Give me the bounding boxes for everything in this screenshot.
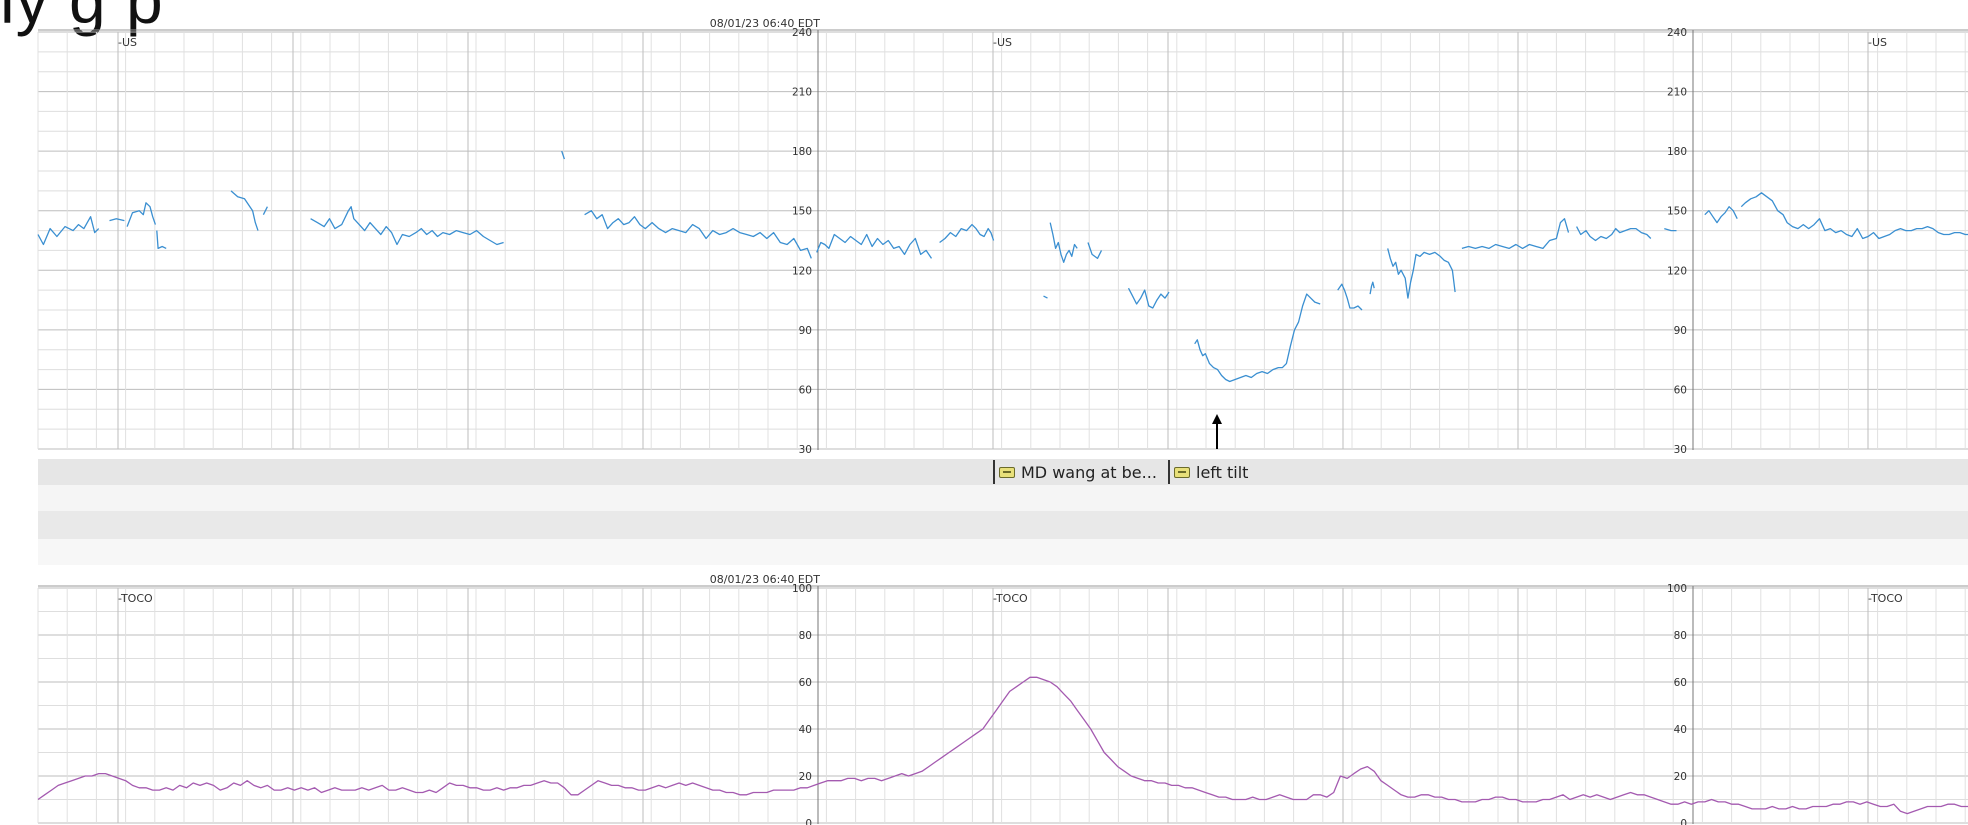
fhr-series-line	[1740, 192, 1968, 240]
fhr-series-line	[1576, 226, 1652, 242]
y-tick-label: 40	[1674, 724, 1687, 736]
fhr-series-line	[1369, 281, 1375, 295]
strip-band-light	[38, 485, 1968, 511]
y-tick-label: 150	[1667, 206, 1687, 218]
fhr-series-line	[1387, 248, 1456, 299]
note-label: MD wang at be...	[1021, 462, 1157, 482]
fhr-series-line	[262, 206, 268, 215]
y-tick-label: 60	[799, 384, 812, 396]
timestamp-label: 08/01/23 06:40 EDT	[710, 573, 821, 586]
y-tick-label: 80	[1674, 630, 1687, 642]
channel-label: -US	[1868, 36, 1887, 49]
y-tick-label: 100	[792, 583, 812, 595]
fhr-series-line	[939, 223, 995, 244]
y-tick-label: 180	[1667, 146, 1687, 158]
y-tick-label: 80	[799, 630, 812, 642]
fhr-series-line	[584, 210, 812, 259]
cropped-title-text: ly g p	[0, 0, 164, 37]
up-arrow-head	[1212, 414, 1222, 424]
channel-label: -US	[993, 36, 1012, 49]
fhr-series-line	[1194, 293, 1321, 383]
note-separator	[1168, 460, 1170, 484]
y-tick-label: 0	[805, 818, 812, 825]
fhr-series-line	[156, 230, 167, 250]
fhr-series-line	[310, 206, 504, 246]
y-tick-label: 0	[1680, 818, 1687, 825]
y-tick-label: 210	[792, 87, 812, 99]
strip-band-gray	[38, 511, 1968, 539]
y-tick-label: 60	[1674, 384, 1687, 396]
fhr-series-line	[37, 216, 100, 246]
fhr-series-line	[1664, 227, 1677, 232]
fhr-series-line	[1049, 222, 1078, 263]
y-tick-label: 60	[1674, 677, 1687, 689]
note-separator	[993, 460, 995, 484]
y-tick-label: 180	[792, 146, 812, 158]
y-tick-label: 90	[1674, 325, 1687, 337]
y-tick-label: 120	[792, 265, 812, 277]
y-tick-label: 60	[799, 677, 812, 689]
annotation-note[interactable]: left tilt	[1168, 459, 1248, 485]
y-tick-label: 20	[1674, 771, 1687, 783]
fhr-series-line	[1043, 295, 1048, 299]
fhr-series-line	[1087, 242, 1103, 260]
y-tick-label: 150	[792, 206, 812, 218]
y-tick-label: 100	[1667, 583, 1687, 595]
fhr-series-line	[816, 233, 933, 259]
fhr-series-line	[1704, 206, 1738, 224]
y-tick-label: 90	[799, 325, 812, 337]
channel-label: -US	[118, 36, 137, 49]
fhr-series-line	[1461, 218, 1570, 250]
comment-note-icon	[1174, 466, 1190, 478]
y-tick-label: 40	[799, 724, 812, 736]
fhr-series-line	[561, 150, 566, 160]
y-tick-label: 240	[1667, 27, 1687, 39]
y-tick-label: 210	[1667, 87, 1687, 99]
toco-series-line	[37, 676, 1968, 815]
fhr-series-line	[1337, 283, 1363, 311]
note-label: left tilt	[1196, 462, 1249, 482]
timestamp-label: 08/01/23 06:40 EDT	[710, 17, 821, 30]
strip-band-light-2	[38, 539, 1968, 565]
channel-label: -TOCO	[118, 592, 153, 605]
fhr-series-line	[109, 218, 125, 222]
y-tick-label: 30	[1674, 444, 1687, 456]
y-tick-label: 20	[799, 771, 812, 783]
channel-label: -TOCO	[1868, 592, 1903, 605]
fhr-series-line	[230, 190, 259, 231]
y-tick-label: 30	[799, 444, 812, 456]
annotation-note[interactable]: MD wang at be...	[993, 459, 1157, 485]
fhr-series-line	[1127, 287, 1170, 309]
comment-note-icon	[999, 466, 1015, 478]
y-tick-label: 240	[792, 27, 812, 39]
channel-label: -TOCO	[993, 592, 1028, 605]
y-tick-label: 120	[1667, 265, 1687, 277]
fhr-series-line	[126, 202, 157, 227]
